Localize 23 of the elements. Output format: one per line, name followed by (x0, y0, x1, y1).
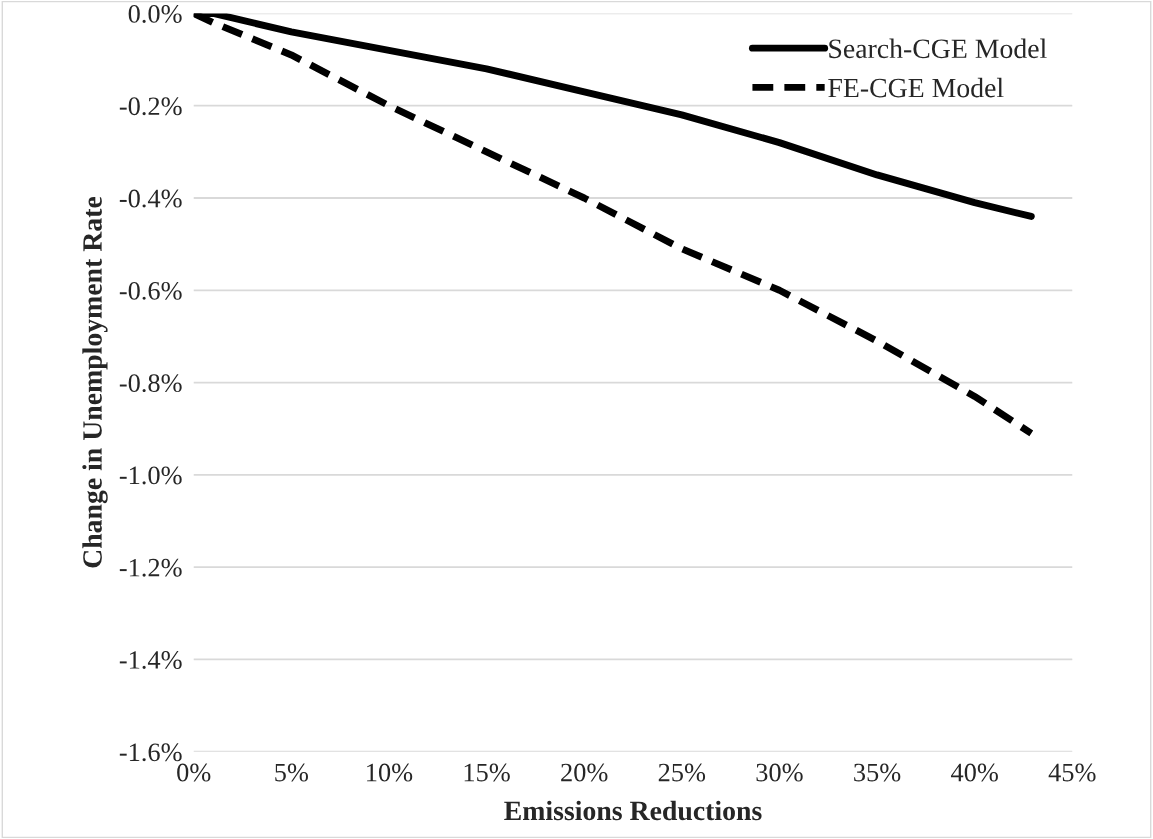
y-tick-label: -1.4% (119, 651, 182, 669)
x-tick-label: 40% (951, 763, 998, 782)
x-axis-title: Emissions Reductions (504, 800, 762, 821)
y-tick-label: 0.0% (128, 5, 182, 23)
y-tick-label: -1.6% (119, 743, 182, 762)
legend-label: Search-CGE Model (829, 38, 1047, 59)
x-tick-label: 25% (658, 763, 706, 782)
x-tick-label: 5% (275, 763, 309, 782)
x-tick-label: 30% (756, 763, 803, 782)
y-tick-label: -0.2% (119, 97, 182, 116)
x-tick-label: 10% (367, 763, 413, 782)
x-tick-label: 0% (177, 763, 211, 782)
y-axis-title: Change in Unemployment Rate (82, 196, 108, 568)
x-tick-label: 20% (561, 763, 608, 782)
y-tick-label: -0.8% (119, 374, 182, 393)
x-tick-label: 35% (854, 763, 901, 782)
y-tick-label: -1.2% (119, 558, 182, 577)
y-tick-label: -1.0% (119, 466, 182, 485)
y-tick-label: -0.4% (119, 189, 182, 208)
legend-label: FE-CGE Model (828, 77, 1004, 98)
x-tick-label: 15% (464, 763, 510, 782)
x-tick-label: 45% (1048, 763, 1096, 782)
y-tick-label: -0.6% (119, 281, 182, 300)
